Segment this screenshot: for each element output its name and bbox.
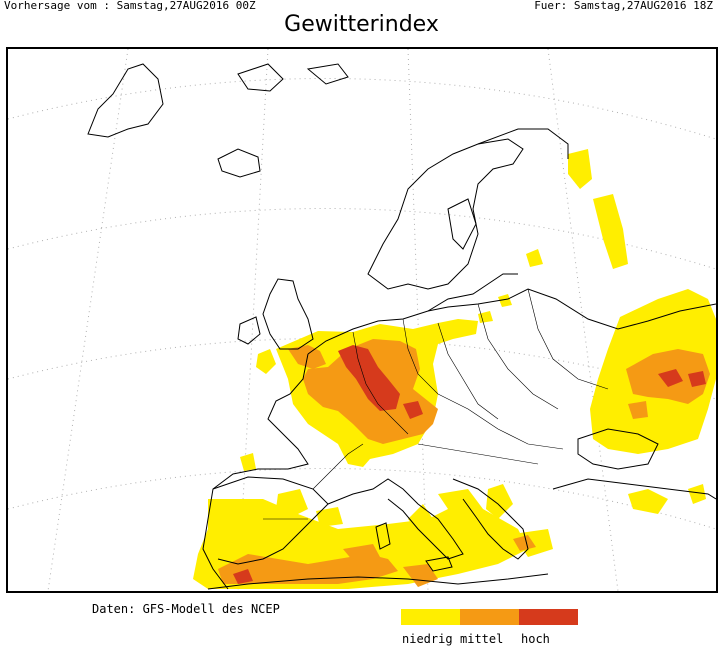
map-title: Gewitterindex xyxy=(284,12,439,37)
map-canvas xyxy=(8,49,716,591)
thunderstorm-index-map xyxy=(6,47,718,593)
legend-swatch-low xyxy=(401,609,460,625)
valid-time-text: Fuer: Samstag,27AUG2016 18Z xyxy=(534,0,713,12)
coastlines xyxy=(87,63,716,590)
legend-label-medium: mittel xyxy=(460,632,504,646)
country-borders xyxy=(263,288,609,520)
graticule xyxy=(8,49,716,591)
forecast-run-text: Vorhersage vom : Samstag,27AUG2016 00Z xyxy=(4,0,256,12)
legend-swatch-medium xyxy=(460,609,519,625)
data-source-text: Daten: GFS-Modell des NCEP xyxy=(92,602,280,616)
legend-label-low: niedrig xyxy=(402,632,453,646)
index-high-areas xyxy=(233,345,706,584)
legend-label-high: hoch xyxy=(521,632,550,646)
legend-swatch-high xyxy=(519,609,578,625)
